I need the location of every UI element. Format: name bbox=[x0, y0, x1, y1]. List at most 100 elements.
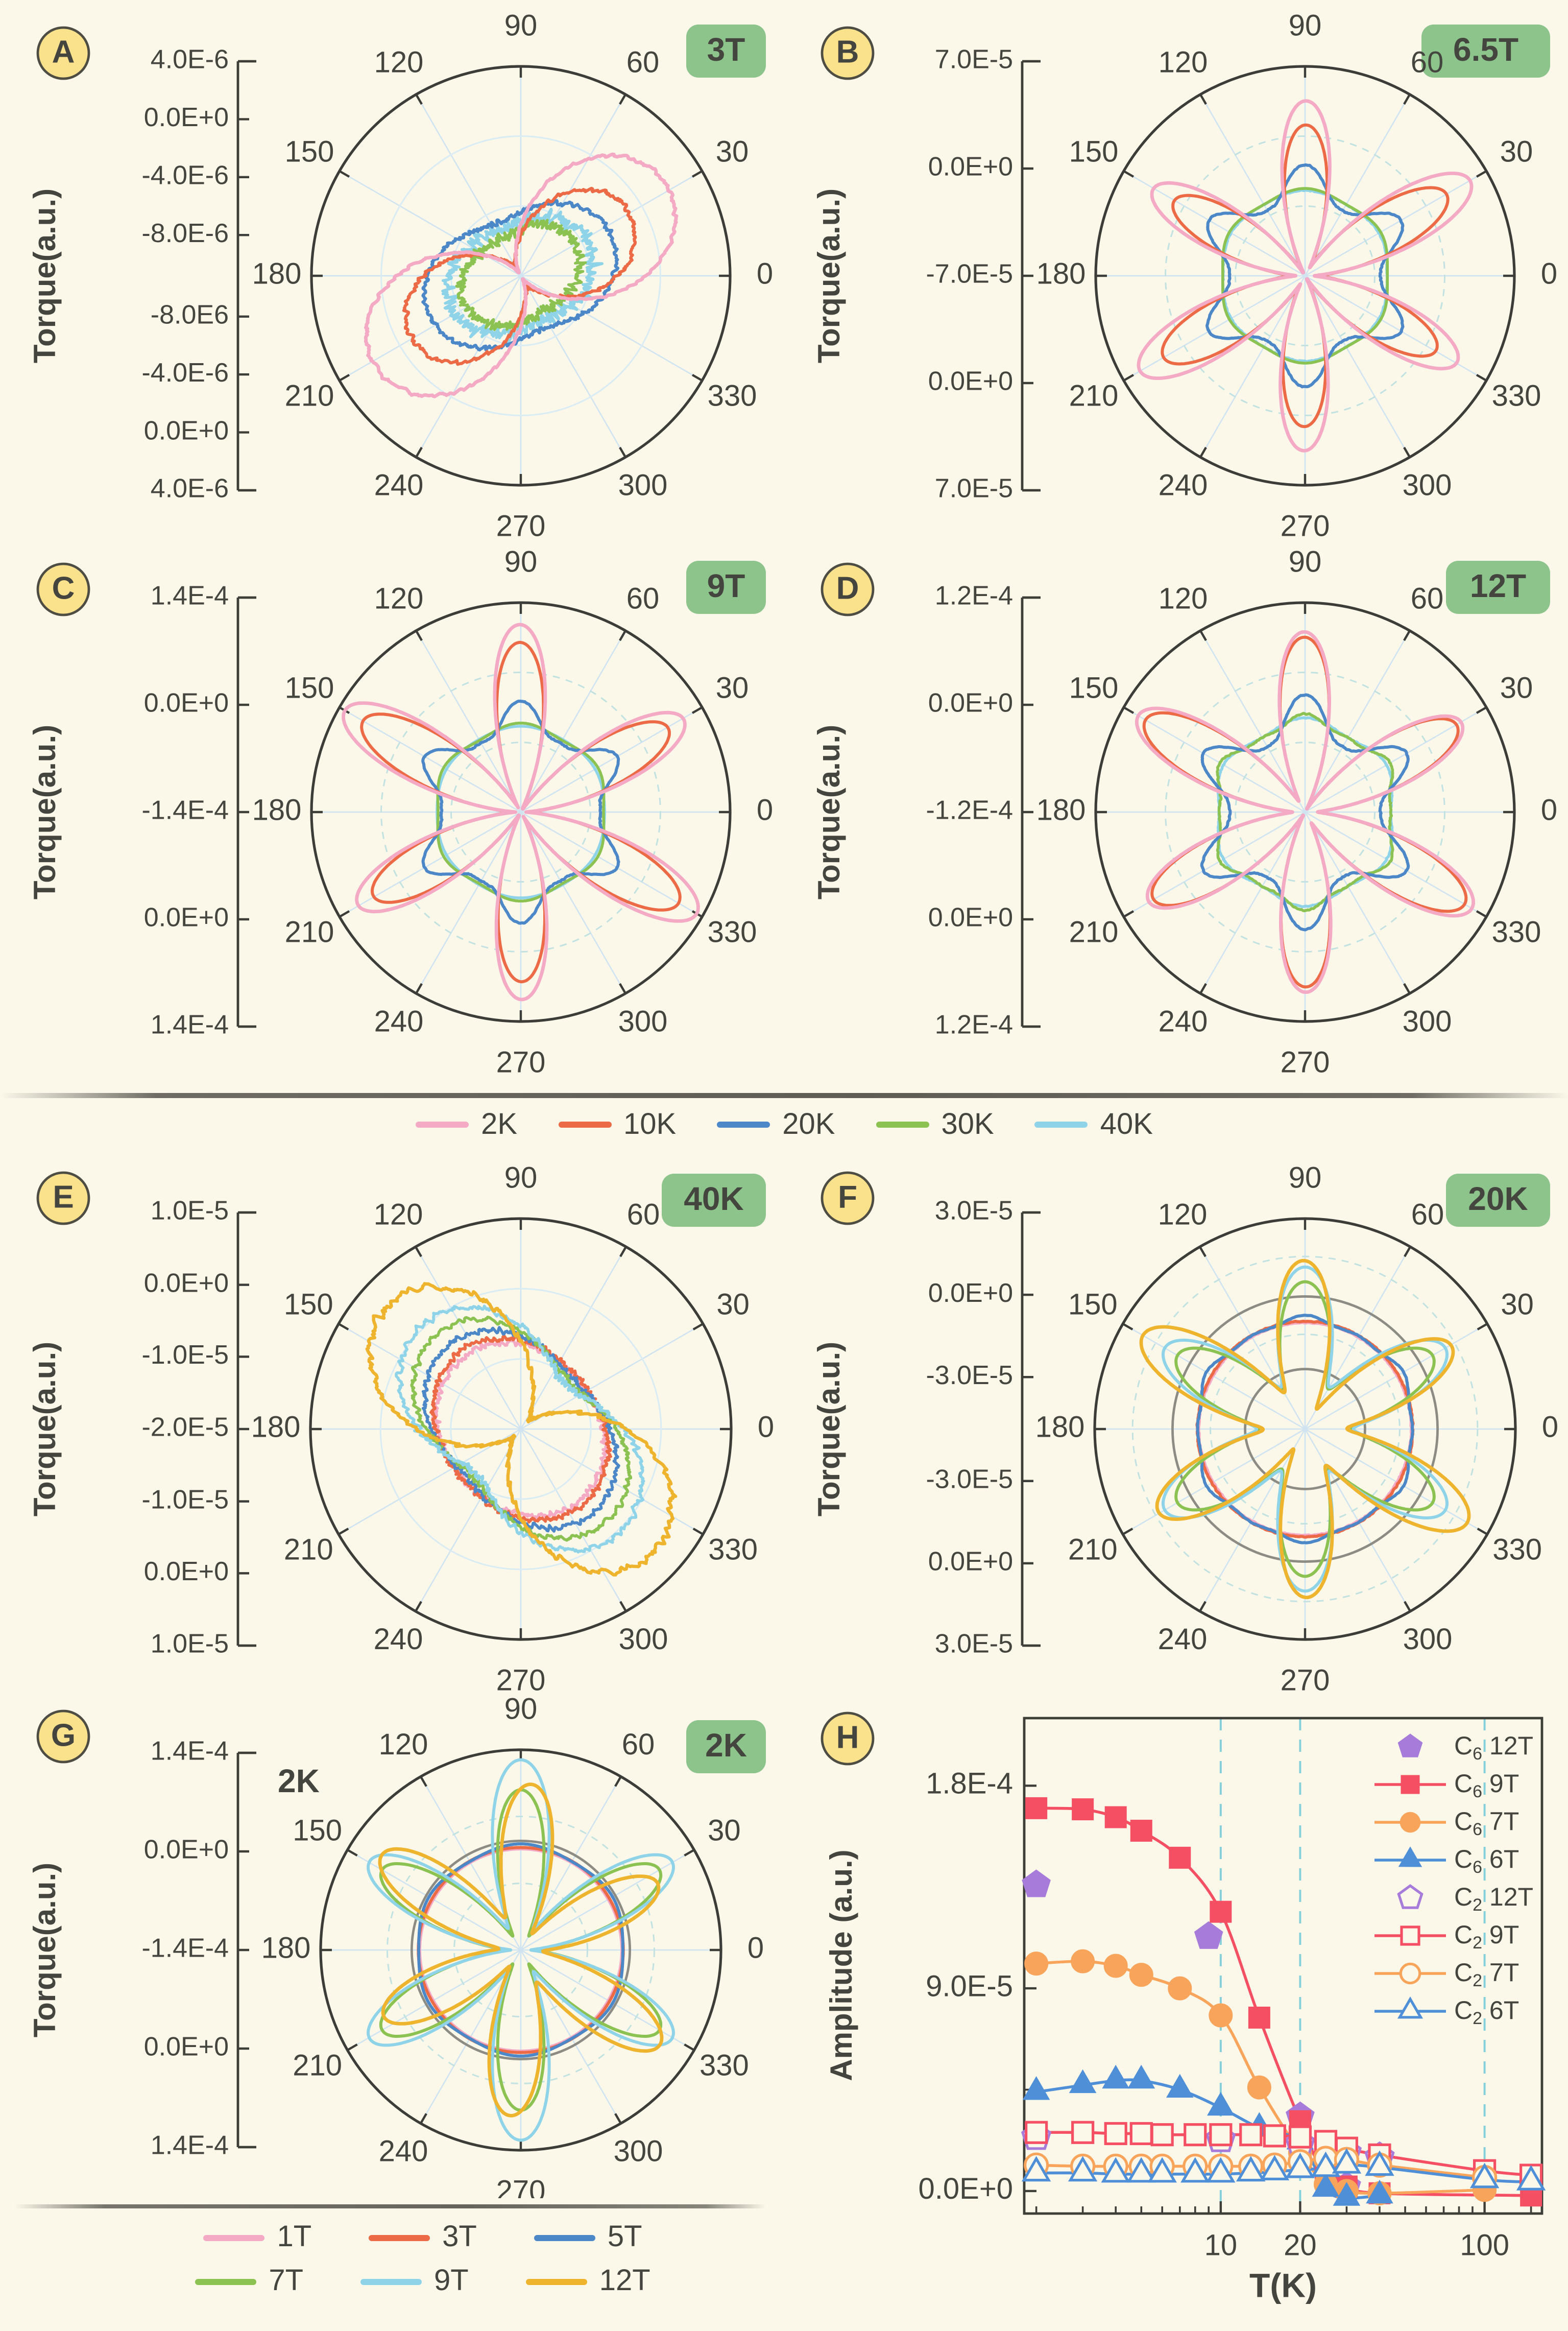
radial-gridline bbox=[450, 741, 592, 883]
curve-3T bbox=[429, 1334, 612, 1524]
angle-gridline bbox=[520, 706, 703, 813]
angle-label: 150 bbox=[1068, 1288, 1118, 1321]
radial-tick-label: 0.0E+0 bbox=[144, 903, 229, 933]
panel-c-polar-9T: C 9T Torque(a.u.) 1.4E-4 0.0E+0 -1.4E-4 0.0E+0… bbox=[28, 545, 773, 1075]
polar-outline-tick bbox=[1476, 910, 1488, 918]
marker-C6 7T bbox=[1209, 2003, 1233, 2028]
marker-C6 12T bbox=[1194, 1921, 1223, 1949]
polar-outline-tick bbox=[619, 1601, 628, 1613]
radial-tick-label: 1.4E-4 bbox=[151, 2131, 229, 2160]
marker-C2 6T bbox=[1285, 2152, 1315, 2178]
panel-letter-badge bbox=[821, 1711, 875, 1766]
panel-letter: C bbox=[52, 570, 75, 606]
polar-outline-tick bbox=[415, 629, 423, 641]
angle-gridline bbox=[1304, 275, 1411, 458]
legend-label-C2 6T: C2 6T bbox=[1454, 1996, 1519, 2028]
marker-C2 9T bbox=[1288, 2125, 1312, 2149]
polar-outline-tick bbox=[692, 1322, 705, 1330]
angle-label: 240 bbox=[374, 468, 424, 502]
curve-5T bbox=[1196, 1314, 1414, 1544]
legend-item-40K: 40K bbox=[1034, 1108, 1153, 1141]
angle-label: 150 bbox=[293, 1814, 342, 1847]
radial-tick-label: 1.0E-5 bbox=[151, 1196, 229, 1226]
angle-label: 210 bbox=[1069, 379, 1119, 412]
marker-C6 6T bbox=[1312, 2173, 1340, 2197]
radial-gridline bbox=[450, 1358, 592, 1500]
marker-C6 6T bbox=[1333, 2182, 1361, 2206]
angle-label: 330 bbox=[708, 379, 757, 412]
polar-outline-tick bbox=[419, 1775, 427, 1787]
radial-tick-label: 7.0E-5 bbox=[935, 45, 1013, 75]
angle-gridline bbox=[520, 812, 626, 994]
radial-gridline bbox=[379, 1288, 662, 1571]
panel-letter: E bbox=[53, 1179, 74, 1215]
legend-swatch bbox=[717, 1122, 770, 1128]
radial-gridline bbox=[380, 672, 661, 953]
angle-label: 120 bbox=[1158, 1198, 1208, 1231]
polar-outline-tick bbox=[346, 2043, 358, 2052]
legend-item-label: 3T bbox=[442, 2221, 477, 2253]
marker-C2 6T bbox=[1021, 2156, 1051, 2182]
legend-item-5T: 5T bbox=[534, 2221, 642, 2254]
angle-gridline bbox=[1123, 170, 1306, 277]
panel-row-1: A 3T Torque(a.u.) 4.0E-6 0.0E+0 -4.0E-6 -8.0E-… bbox=[0, 2, 1568, 538]
angle-gridline bbox=[1304, 812, 1411, 994]
legend-swatch bbox=[558, 1122, 612, 1128]
legend-marker-C2 9T bbox=[1400, 1925, 1420, 1946]
condition-badge-label: 6.5T bbox=[1453, 31, 1518, 68]
polar-outline-tick bbox=[1121, 1322, 1133, 1330]
curve-12T bbox=[1139, 1258, 1471, 1600]
curve-30K bbox=[1216, 711, 1394, 912]
angle-label: 30 bbox=[1500, 135, 1533, 168]
angle-label: 240 bbox=[1159, 1005, 1208, 1038]
polar-outline-tick bbox=[337, 1528, 349, 1536]
angle-label: 120 bbox=[374, 45, 424, 79]
panel-letter-badge bbox=[36, 562, 90, 616]
marker-C6 7T bbox=[1168, 1976, 1192, 2001]
angle-label: 180 bbox=[251, 1410, 301, 1443]
marker-C6 6T bbox=[1166, 2074, 1194, 2098]
angle-gridline bbox=[1305, 811, 1487, 918]
legend-item-label: 2K bbox=[481, 1108, 518, 1140]
angle-label: 300 bbox=[1403, 1005, 1452, 1038]
marker-C2 6T bbox=[1180, 2157, 1210, 2183]
radial-tick-label: -1.4E-4 bbox=[141, 1934, 229, 1963]
marker-C6 6T bbox=[1207, 2091, 1235, 2116]
polar-outline-tick bbox=[1199, 446, 1207, 459]
angle-label: 180 bbox=[252, 793, 302, 826]
angle-label: 300 bbox=[618, 1005, 668, 1038]
angle-label: 120 bbox=[374, 582, 424, 615]
legend-fields-row: 7T 9T 12T bbox=[0, 2265, 784, 2298]
polar-outline-tick bbox=[619, 446, 627, 459]
legend-item-label: 10K bbox=[623, 1108, 677, 1140]
angle-label: 210 bbox=[285, 915, 334, 948]
condition-badge-label: 20K bbox=[1468, 1180, 1528, 1217]
marker-C2 6T bbox=[1101, 2157, 1130, 2183]
angle-label: 300 bbox=[614, 2135, 663, 2168]
angle-label: 60 bbox=[1411, 582, 1444, 615]
y-axis-title: Torque(a.u.) bbox=[812, 725, 846, 899]
angle-label: 300 bbox=[1403, 1623, 1453, 1656]
marker-C6 7T bbox=[1129, 1963, 1153, 1987]
polar-outline-tick bbox=[338, 170, 350, 178]
angle-gridline bbox=[520, 170, 703, 277]
polar-outline-tick bbox=[1476, 170, 1488, 178]
marker-C2 9T bbox=[1184, 2123, 1207, 2147]
legend-swatch bbox=[525, 2278, 587, 2285]
curve-7T bbox=[1174, 1280, 1436, 1578]
polar-outline-tick bbox=[1199, 93, 1207, 105]
legend-swatch bbox=[195, 2278, 257, 2285]
panel-letter: H bbox=[836, 1720, 859, 1755]
angle-label: 270 bbox=[496, 1045, 546, 1075]
marker-C2 6T bbox=[1147, 2157, 1177, 2183]
legend-swatch bbox=[203, 2234, 265, 2241]
gray-reference-circle bbox=[410, 1839, 632, 2061]
radial-tick-label: 0.0E+0 bbox=[144, 1835, 229, 1865]
radial-tick-label: 1.4E-4 bbox=[151, 1737, 229, 1766]
radial-tick-label: 0.0E+0 bbox=[144, 1557, 229, 1586]
condition-badge-label: 40K bbox=[684, 1180, 743, 1217]
radial-tick-label: 0.0E+0 bbox=[928, 1278, 1013, 1308]
angle-label: 330 bbox=[1492, 379, 1541, 412]
panel-b-polar-6.5T: B 6.5T Torque(a.u.) 7.0E-5 0.0E+0 -7.0E-5 0.0E… bbox=[812, 9, 1557, 538]
